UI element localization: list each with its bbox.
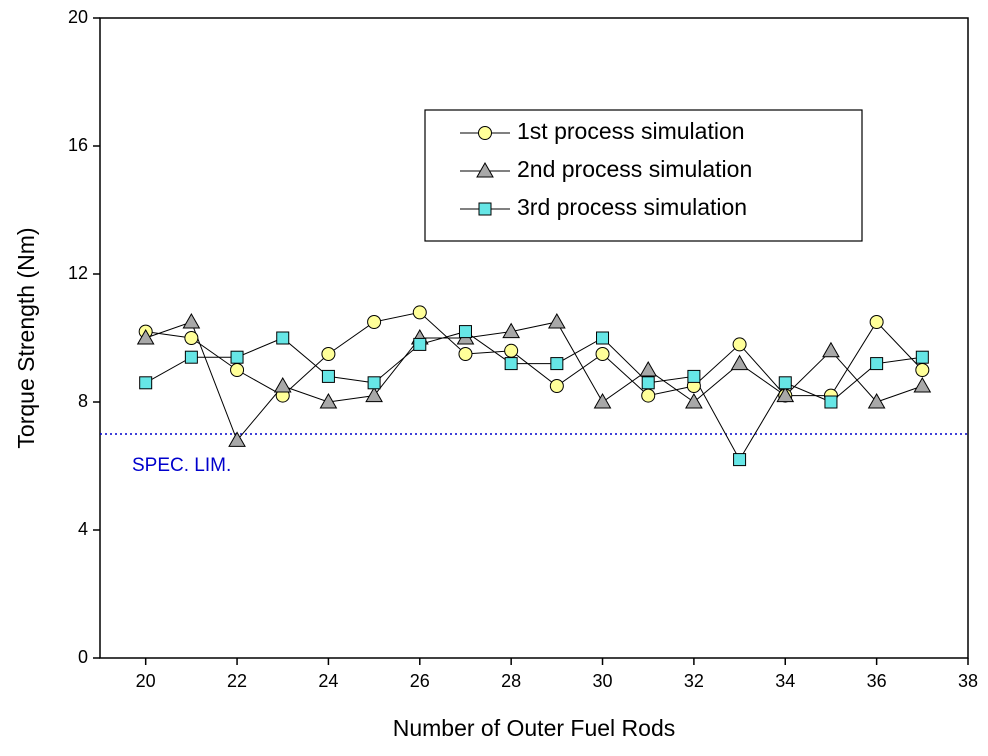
data-point xyxy=(230,350,244,364)
data-point xyxy=(367,315,382,329)
data-point xyxy=(504,343,519,358)
data-point xyxy=(687,369,701,383)
data-point xyxy=(458,325,472,339)
data-point xyxy=(641,376,655,390)
data-point xyxy=(550,357,564,371)
data-point xyxy=(915,363,930,377)
x-axis-label: Number of Outer Fuel Rods xyxy=(393,715,676,741)
x-tick-label: 28 xyxy=(501,671,521,691)
data-point xyxy=(184,350,198,364)
y-tick-label: 12 xyxy=(68,263,88,283)
legend-marker xyxy=(478,126,492,140)
data-point xyxy=(913,376,932,393)
data-point xyxy=(870,357,884,371)
data-point xyxy=(321,347,336,361)
data-point xyxy=(547,312,566,329)
legend-label: 2nd process simulation xyxy=(517,156,752,182)
data-point xyxy=(778,376,792,390)
data-point xyxy=(824,395,838,409)
y-tick-label: 20 xyxy=(68,7,88,27)
series-line xyxy=(145,311,923,397)
x-tick-label: 36 xyxy=(867,671,887,691)
data-point xyxy=(228,431,246,447)
legend-box xyxy=(424,109,863,242)
data-point xyxy=(776,386,795,403)
data-point xyxy=(136,328,155,345)
data-point xyxy=(319,392,338,409)
data-point xyxy=(685,392,703,409)
data-point xyxy=(458,347,473,361)
x-tick-label: 32 xyxy=(684,671,704,691)
data-point xyxy=(596,331,610,345)
y-tick-label: 8 xyxy=(78,391,88,411)
data-point xyxy=(502,322,521,339)
data-point xyxy=(733,453,747,467)
data-point xyxy=(639,360,658,377)
x-tick-label: 30 xyxy=(593,671,613,691)
data-point xyxy=(915,350,929,364)
legend-marker xyxy=(476,161,494,178)
data-point xyxy=(822,341,840,358)
data-point xyxy=(182,312,201,329)
data-point xyxy=(365,386,383,403)
legend-label: 3rd process simulation xyxy=(517,194,747,220)
data-point xyxy=(593,392,612,409)
data-point xyxy=(412,305,427,320)
data-point xyxy=(549,379,564,393)
data-point xyxy=(184,331,199,345)
series-line xyxy=(145,331,923,461)
data-point xyxy=(321,369,335,383)
data-point xyxy=(139,376,153,390)
x-tick-label: 26 xyxy=(410,671,430,691)
data-point xyxy=(867,392,886,409)
data-point xyxy=(276,331,290,345)
data-point xyxy=(504,357,518,371)
data-point xyxy=(273,376,292,393)
legend-label: 1st process simulation xyxy=(517,118,745,144)
x-tick-label: 24 xyxy=(318,671,338,691)
data-point xyxy=(595,347,610,361)
spec-limit-label: SPEC. LIM. xyxy=(132,455,231,476)
y-tick-label: 4 xyxy=(78,519,88,539)
legend-marker xyxy=(478,202,492,216)
x-tick-label: 20 xyxy=(136,671,156,691)
y-tick-label: 0 xyxy=(78,647,88,667)
data-point xyxy=(230,363,245,377)
data-point xyxy=(869,315,884,329)
data-point xyxy=(641,388,656,403)
y-axis-label: Torque Strength (Nm) xyxy=(13,227,39,448)
series-line xyxy=(145,321,923,442)
data-point xyxy=(730,354,749,371)
x-tick-label: 38 xyxy=(958,671,978,691)
y-tick-label: 16 xyxy=(68,135,88,155)
data-point xyxy=(732,337,747,352)
plot-frame xyxy=(99,17,969,659)
x-tick-label: 22 xyxy=(227,671,247,691)
data-point xyxy=(413,337,427,351)
x-tick-label: 34 xyxy=(775,671,795,691)
data-point xyxy=(367,376,381,390)
